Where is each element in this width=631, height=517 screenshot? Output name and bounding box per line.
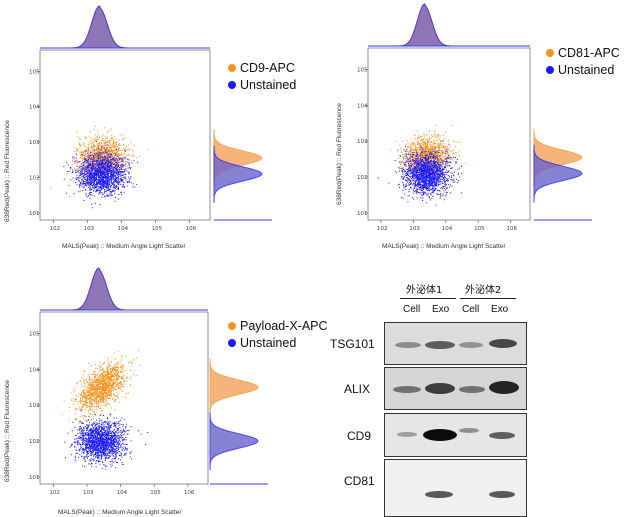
band	[425, 383, 455, 394]
y-tick-label: 104	[357, 103, 368, 109]
side-histogram-positive	[209, 358, 259, 417]
band	[397, 432, 417, 437]
side-histogram-negative	[533, 144, 583, 203]
x-tick-label: 104	[442, 226, 453, 232]
band	[395, 342, 421, 348]
x-tick-label: 102	[377, 226, 388, 232]
y-tick-label: 102	[29, 439, 40, 445]
x-tick-label: 105	[150, 490, 161, 496]
lane-label-2: Exo	[432, 304, 450, 315]
group-underline-1	[400, 298, 456, 299]
blot-cd9	[384, 413, 527, 457]
y-axis-label-2: 638Red(Peak) :: Red Fluorescence	[336, 103, 343, 205]
y-tick-label: 103	[29, 403, 40, 409]
y-axis-label-3: 638Red(Peak) :: Red Fluorescence	[4, 380, 11, 482]
blot-tsg101	[384, 322, 527, 365]
plot-frame	[367, 47, 531, 221]
y-tick-label: 105	[29, 69, 40, 75]
scatter-points	[50, 125, 149, 209]
blot-alix	[384, 367, 527, 410]
band	[489, 339, 517, 348]
band	[489, 381, 519, 394]
lane-label-4: Exo	[491, 304, 509, 315]
legend-item-positive: CD81-APC	[546, 44, 620, 61]
band	[489, 432, 515, 439]
side-histogram-negative	[209, 412, 259, 471]
x-tick-label: 103	[409, 226, 420, 232]
x-tick-label: 103	[83, 490, 94, 496]
scatter-points	[378, 124, 467, 206]
flow-plot-svg-2: 101 102 103 104 105 102 103 104 105 106	[357, 3, 592, 232]
x-tick-label: 102	[50, 226, 61, 232]
top-histogram-negative	[390, 3, 472, 47]
x-tick-label: 103	[84, 226, 95, 232]
band	[425, 341, 455, 349]
x-axis-label-1: MALS(Peak) :: Medium Angle Light Scatter	[62, 243, 186, 250]
x-tick-label: 104	[117, 490, 128, 496]
band	[489, 491, 515, 498]
group-label-1: 外泌体1	[406, 285, 443, 296]
x-tick-label: 106	[184, 490, 195, 496]
band	[425, 491, 453, 498]
protein-label-tsg101: TSG101	[330, 337, 375, 351]
legend-item-positive: Payload-X-APC	[228, 317, 328, 334]
protein-label-cd9: CD9	[347, 429, 372, 443]
x-tick-label: 106	[186, 226, 197, 232]
flow-panel-1: 101 102 103 104 105 102 103 104 105 106 CD9-APC U…	[0, 0, 310, 255]
y-tick-label: 103	[357, 139, 368, 145]
y-tick-label: 105	[357, 68, 368, 74]
x-axis-label-2: MALS(Peak) :: Medium Angle Light Scatter	[382, 243, 506, 250]
y-tick-label: 104	[29, 367, 40, 373]
y-tick-label: 101	[29, 211, 40, 217]
y-tick-label: 101	[357, 211, 368, 217]
blot-cd81	[384, 459, 527, 517]
lane-label-3: Cell	[462, 304, 480, 315]
plot-frame	[39, 311, 209, 485]
y-axis-label-1: 638Red(Peak) :: Red Fluorescence	[4, 120, 11, 222]
y-tick-label: 102	[357, 175, 368, 181]
legend-3: Payload-X-APC Unstained	[228, 317, 328, 351]
band	[393, 386, 421, 393]
lane-label-1: Cell	[403, 304, 421, 315]
legend-item-negative: Unstained	[546, 61, 620, 78]
y-tick-label: 104	[29, 105, 40, 111]
plot-frame	[39, 49, 211, 221]
group-underline-2	[460, 298, 516, 299]
side-histogram-negative	[213, 145, 263, 203]
flow-plot-svg-3: 101 102 103 104 105 102 103 104 105 106	[29, 267, 268, 496]
y-tick-label: 101	[29, 475, 40, 481]
legend-item-negative: Unstained	[228, 76, 296, 93]
x-tick-label: 102	[49, 490, 60, 496]
top-histogram-negative	[63, 5, 149, 49]
legend-1: CD9-APC Unstained	[228, 59, 296, 93]
x-tick-label: 106	[507, 226, 518, 232]
flow-panel-3: 101 102 103 104 105 102 103 104 105 106 Payload-X…	[0, 262, 328, 517]
legend-2: CD81-APC Unstained	[546, 44, 620, 78]
y-tick-label: 102	[29, 176, 40, 182]
legend-item-negative: Unstained	[228, 334, 328, 351]
band	[459, 428, 479, 433]
x-tick-label: 105	[474, 226, 485, 232]
western-blot-panel: 外泌体1 外泌体2 Cell Exo Cell Exo TSG101 ALIX …	[320, 275, 631, 517]
protein-label-alix: ALIX	[344, 382, 371, 396]
y-tick-label: 103	[29, 140, 40, 146]
protein-label-cd81: CD81	[344, 474, 375, 488]
top-histogram-negative	[63, 267, 148, 311]
flow-panel-2: 101 102 103 104 105 102 103 104 105 106 CD81-APC …	[330, 0, 630, 255]
x-axis-label-3: MALS(Peak) :: Medium Angle Light Scatter	[58, 509, 182, 516]
y-tick-label: 105	[29, 332, 40, 338]
scatter-points	[61, 350, 149, 470]
legend-item-positive: CD9-APC	[228, 59, 296, 76]
x-tick-label: 104	[118, 226, 129, 232]
x-tick-label: 105	[152, 226, 163, 232]
band	[423, 429, 457, 441]
band	[459, 342, 483, 348]
flow-plot-svg-1: 101 102 103 104 105 102 103 104 105 106	[29, 5, 272, 232]
group-label-2: 外泌体2	[465, 285, 502, 296]
band	[459, 386, 485, 393]
